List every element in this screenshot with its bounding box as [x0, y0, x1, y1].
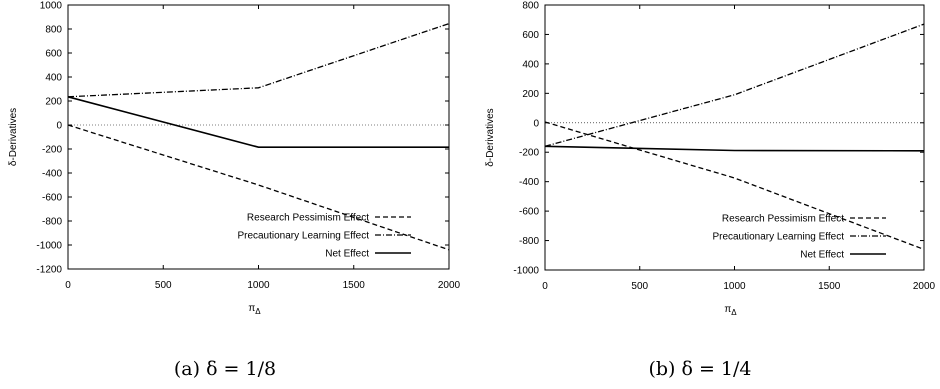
y-tick-label-a: 0 — [56, 121, 62, 132]
legend-label-net-effect-a: Net Effect — [325, 249, 369, 260]
y-tick-label-a: 400 — [45, 73, 62, 84]
y-tick-label-a: 1000 — [40, 1, 63, 12]
x-tick-label-b: 0 — [542, 281, 548, 292]
y-tick-label-a: -1200 — [36, 265, 62, 276]
series-line-net-effect-b — [544, 145, 925, 152]
x-tick-label-b: 500 — [631, 281, 648, 292]
y-tick-label-b: 200 — [522, 89, 539, 100]
caption-a: (a) δ = 1/8 — [174, 358, 276, 380]
x-tick-label-a: 1500 — [343, 280, 366, 291]
series-line-research-pessimism-effect-b — [544, 121, 925, 251]
y-tick-label-b: 600 — [522, 30, 539, 41]
y-tick-label-b: -400 — [519, 177, 539, 188]
x-tick-label-b: 1500 — [818, 281, 841, 292]
x-tick-label-b: 2000 — [913, 281, 936, 292]
y-tick-label-a: 800 — [45, 25, 62, 36]
x-tick-label-b: 1000 — [723, 281, 746, 292]
y-tick-label-b: 0 — [533, 118, 539, 129]
plot-frame-a — [67, 4, 450, 270]
y-tick-label-a: -800 — [42, 217, 62, 228]
y-tick-label-a: 200 — [45, 97, 62, 108]
y-tick-label-b: -200 — [519, 148, 539, 159]
x-axis-label-b: πΔ — [724, 304, 737, 317]
y-tick-label-a: -600 — [42, 193, 62, 204]
series-line-research-pessimism-effect-a — [67, 124, 450, 251]
series-line-precautionary-learning-effect-a — [67, 22, 450, 98]
y-tick-label-b: 400 — [522, 59, 539, 70]
legend-label-precautionary-learning-effect-b: Precautionary Learning Effect — [712, 232, 844, 243]
y-tick-label-b: -1000 — [513, 266, 539, 277]
legend-label-precautionary-learning-effect-a: Precautionary Learning Effect — [237, 231, 369, 242]
y-axis-label-a: δ-Derivatives — [8, 108, 19, 166]
y-tick-label-a: -200 — [42, 145, 62, 156]
y-tick-label-b: 800 — [522, 1, 539, 12]
series-line-net-effect-a — [67, 96, 449, 148]
caption-b: (b) δ = 1/4 — [648, 358, 751, 380]
x-tick-label-a: 1000 — [247, 280, 270, 291]
y-axis-label-b: δ-Derivatives — [485, 108, 496, 166]
series-line-precautionary-learning-effect-b — [544, 23, 925, 147]
y-tick-label-a: -400 — [42, 169, 62, 180]
y-tick-label-a: -1000 — [36, 241, 62, 252]
legend-label-research-pessimism-effect-a: Research Pessimism Effect — [247, 213, 369, 224]
legend-label-net-effect-b: Net Effect — [800, 250, 844, 261]
x-axis-label-a: πΔ — [248, 303, 261, 316]
y-tick-label-b: -800 — [519, 236, 539, 247]
panel-b: -1000 -800 -600 -400 -200 0 200 400 600 800 0 500 1… — [485, 1, 936, 381]
panel-a: -1200 -1000 -800 -600 -400 -200 0 200 400 600 800 1… — [8, 1, 461, 381]
x-tick-label-a: 500 — [155, 280, 172, 291]
y-tick-label-a: 600 — [45, 49, 62, 60]
legend-label-research-pessimism-effect-b: Research Pessimism Effect — [722, 214, 844, 225]
x-tick-label-a: 2000 — [438, 280, 461, 291]
y-tick-label-b: -600 — [519, 207, 539, 218]
x-tick-label-a: 0 — [65, 280, 71, 291]
